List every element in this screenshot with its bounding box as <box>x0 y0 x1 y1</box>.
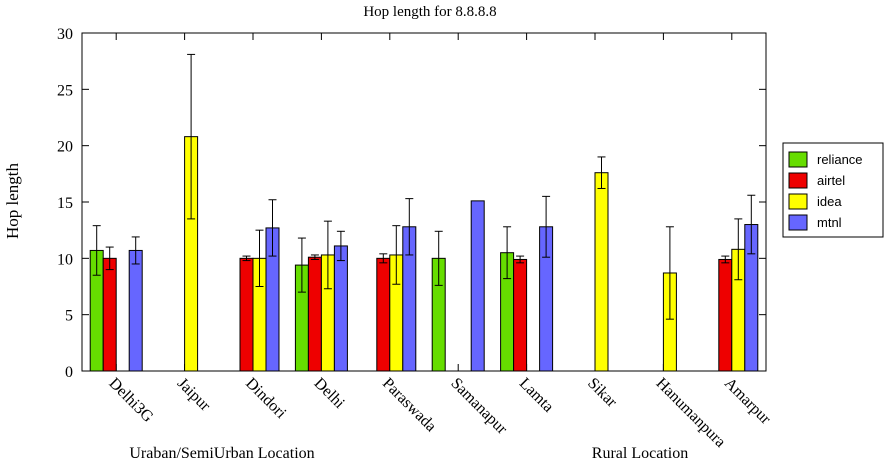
chart-title: Hop length for 8.8.8.8 <box>363 4 496 20</box>
x-tick-label-paraswada: Paraswada <box>379 375 439 435</box>
x-tick-label-amarpur: Amarpur <box>721 375 774 428</box>
bar-mtnl-samanapur <box>470 200 485 372</box>
y-tick-label: 20 <box>57 139 73 156</box>
legend-label-idea: idea <box>817 194 842 209</box>
bar-idea-sikar <box>594 172 609 372</box>
bar-mtnl-delhi3g <box>128 249 143 372</box>
group-label: Rural Location <box>592 445 688 462</box>
x-tick-label-sikar: Sikar <box>584 375 620 411</box>
bar-airtel-lamta <box>513 258 528 372</box>
bar-airtel-dindori <box>239 257 254 372</box>
y-tick-label: 30 <box>57 26 73 43</box>
chart-marks: 0 5 10 15 20 25 30 Delhi3G Jaipur Dindori Delhi Par… <box>57 26 774 462</box>
x-tick-label-lamta: Lamta <box>516 375 557 416</box>
y-tick-label: 5 <box>65 308 73 325</box>
legend: reliance airtel idea mtnl <box>782 142 884 238</box>
bar-airtel-amarpur <box>718 258 733 372</box>
x-tick-label-delhi3g: Delhi3G <box>105 375 156 426</box>
x-tick-label-jaipur: Jaipur <box>174 375 214 415</box>
legend-swatch-mtnl <box>788 214 808 231</box>
legend-swatch-reliance <box>788 151 808 168</box>
x-tick-label-dindori: Dindori <box>242 375 290 423</box>
bar-mtnl-delhi <box>333 245 348 372</box>
y-tick-label: 10 <box>57 251 73 268</box>
legend-swatch-idea <box>788 193 808 210</box>
legend-label-mtnl: mtnl <box>817 215 842 230</box>
y-axis-label: Hop length <box>3 162 22 239</box>
y-tick-label: 25 <box>57 82 73 99</box>
x-tick-label-samanapur: Samanapur <box>447 375 510 438</box>
bar-airtel-delhi3g <box>102 257 117 372</box>
y-tick-label: 15 <box>57 195 73 212</box>
bar-airtel-delhi <box>307 256 322 372</box>
group-label: Uraban/SemiUrban Location <box>129 445 314 462</box>
x-tick-label-delhi: Delhi <box>311 375 349 413</box>
y-tick-label: 0 <box>65 364 73 381</box>
bar-airtel-paraswada <box>376 257 391 372</box>
x-tick-label-hanumanpura: Hanumanpura <box>653 375 729 451</box>
legend-label-airtel: airtel <box>817 173 845 188</box>
legend-swatch-airtel <box>788 172 808 189</box>
legend-label-reliance: reliance <box>817 152 863 167</box>
